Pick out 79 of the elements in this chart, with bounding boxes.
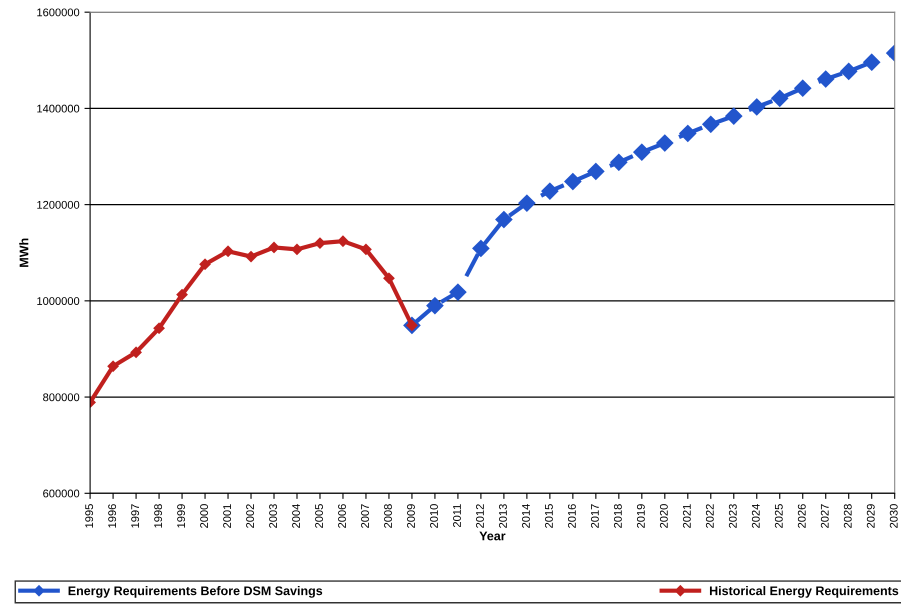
y-tick-label: 800000 xyxy=(43,393,80,402)
x-tick-label: 1997 xyxy=(131,504,140,528)
x-tick-label: 2025 xyxy=(774,504,783,528)
point xyxy=(360,244,372,255)
point xyxy=(245,250,257,262)
x-tick-label: 1996 xyxy=(108,504,116,528)
x-tick-label: 2027 xyxy=(820,504,829,528)
x-tick-label: 1999 xyxy=(177,504,186,528)
point xyxy=(518,194,536,212)
legend-label: Historical Energy Requirements xyxy=(710,586,898,598)
point xyxy=(176,288,188,300)
point xyxy=(702,116,720,133)
y-axis-title: MWh xyxy=(19,238,28,267)
x-tick-label: 2007 xyxy=(361,504,369,528)
point xyxy=(130,346,142,358)
point xyxy=(541,182,558,200)
x-tick-label: 2003 xyxy=(269,504,277,528)
x-tick-label: 2000 xyxy=(200,504,208,528)
point xyxy=(610,154,628,171)
point xyxy=(679,124,696,142)
point xyxy=(383,272,395,284)
x-axis-title: Year xyxy=(479,532,506,540)
x-tick-label: 2012 xyxy=(476,504,484,528)
x-tick-label: 2019 xyxy=(636,504,645,528)
x-tick-label: 2028 xyxy=(844,504,852,528)
point xyxy=(633,144,650,161)
x-tick-label: 2029 xyxy=(866,504,875,528)
x-tick-label: 2015 xyxy=(544,504,553,528)
x-tick-label: 2005 xyxy=(315,504,323,528)
x-tick-label: 2013 xyxy=(499,504,507,528)
y-tick-label: 1400000 xyxy=(37,104,80,113)
x-tick-label: 1995 xyxy=(85,504,94,528)
x-tick-label: 2006 xyxy=(338,504,346,528)
point xyxy=(222,246,234,257)
y-tick-label: 600000 xyxy=(43,490,80,498)
point xyxy=(199,258,211,270)
point xyxy=(268,242,280,254)
x-tick-label: 2024 xyxy=(752,504,760,528)
x-tick-label: 2023 xyxy=(728,504,737,528)
x-tick-label: 2014 xyxy=(522,504,530,528)
legend-label: Energy Requirements Before DSM Savings xyxy=(68,586,322,598)
x-tick-label: 2009 xyxy=(407,504,415,528)
point xyxy=(314,238,326,249)
point xyxy=(725,108,742,125)
y-tick-label: 1200000 xyxy=(37,200,80,209)
point xyxy=(495,210,512,228)
point xyxy=(840,62,858,80)
point xyxy=(748,98,766,116)
x-tick-label: 2026 xyxy=(798,504,806,528)
x-tick-label: 2016 xyxy=(568,504,576,528)
point xyxy=(863,54,880,71)
point xyxy=(426,297,444,314)
point xyxy=(291,244,303,255)
x-tick-label: 2022 xyxy=(706,504,714,528)
x-tick-label: 2011 xyxy=(453,504,461,528)
x-tick-label: 2002 xyxy=(246,504,254,528)
x-tick-label: 2021 xyxy=(682,504,691,528)
y-tick-label: 1600000 xyxy=(37,8,80,16)
x-tick-label: 2004 xyxy=(292,504,300,528)
point xyxy=(771,90,788,107)
y-tick-label: 1000000 xyxy=(37,297,80,305)
x-tick-label: 2018 xyxy=(614,504,622,528)
x-tick-label: 2030 xyxy=(890,504,898,528)
x-tick-label: 1998 xyxy=(154,504,162,528)
point xyxy=(107,360,119,372)
point xyxy=(153,322,165,334)
point xyxy=(587,162,604,180)
point xyxy=(449,284,466,301)
x-tick-label: 2020 xyxy=(660,504,668,528)
x-tick-label: 2008 xyxy=(384,504,392,528)
point xyxy=(656,134,674,152)
point xyxy=(794,80,812,97)
x-tick-label: 2017 xyxy=(590,504,599,528)
point xyxy=(337,236,349,247)
point xyxy=(564,172,582,190)
point xyxy=(472,240,490,257)
x-tick-label: 2001 xyxy=(223,504,232,528)
point xyxy=(817,70,834,88)
x-tick-label: 2010 xyxy=(430,504,438,528)
